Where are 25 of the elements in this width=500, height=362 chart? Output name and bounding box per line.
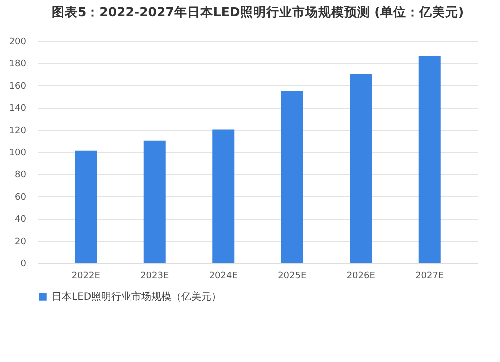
x-tick-label: 2026E <box>346 272 376 282</box>
y-tick-label: 200 <box>9 38 27 48</box>
chart-title: 图表5：2022-2027年日本LED照明行业市场规模预测 (单位：亿美元) <box>52 4 464 20</box>
y-tick-label: 120 <box>9 126 27 136</box>
x-tick-label: 2022E <box>72 272 101 282</box>
y-tick-label: 160 <box>9 82 27 92</box>
y-tick-label: 20 <box>15 237 27 248</box>
y-tick-label: 140 <box>9 104 27 114</box>
y-tick-label: 60 <box>15 192 27 203</box>
y-tick-label: 80 <box>15 170 27 181</box>
x-tick-label: 2025E <box>278 272 307 282</box>
bar <box>212 130 235 263</box>
bar <box>281 90 304 263</box>
bar <box>350 74 372 263</box>
x-tick-label: 2023E <box>140 272 170 282</box>
bar <box>418 56 441 263</box>
x-tick-label: 2024E <box>209 272 238 282</box>
bar <box>144 140 166 263</box>
legend-label: 日本LED照明行业市场规模（亿美元） <box>52 291 222 303</box>
y-tick-label: 180 <box>9 60 27 70</box>
y-tick-label: 100 <box>9 148 27 158</box>
y-tick-label: 40 <box>15 215 27 226</box>
x-tick-label: 2027E <box>416 272 444 282</box>
bar <box>75 150 98 263</box>
y-tick-label: 0 <box>20 260 27 270</box>
